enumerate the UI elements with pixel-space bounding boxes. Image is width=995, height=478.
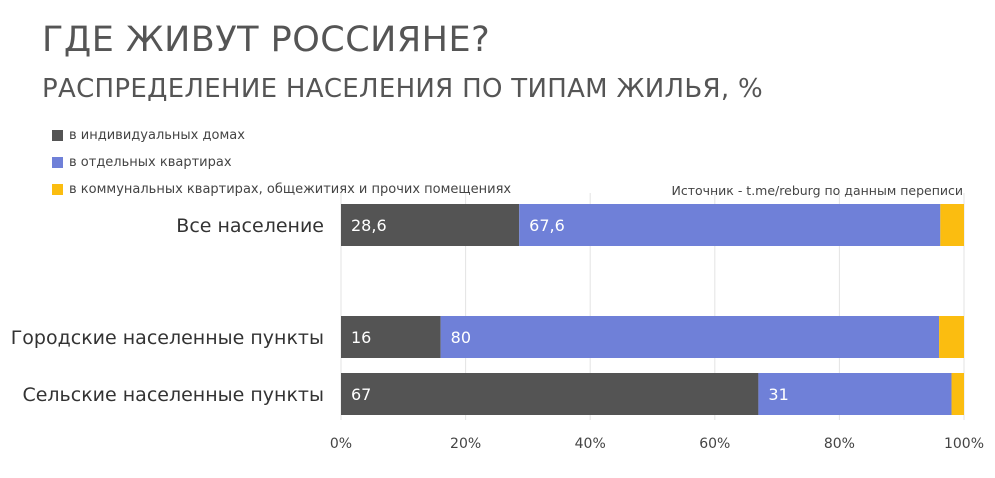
data-label: 28,6 — [351, 216, 387, 235]
legend-swatch-communal — [52, 184, 63, 195]
bar-segment — [758, 373, 952, 415]
legend: в индивидуальных домах в отдельных кварт… — [52, 122, 511, 203]
x-tick-label: 100% — [944, 436, 984, 452]
bar-segment — [519, 204, 941, 246]
data-label: 16 — [351, 328, 371, 347]
legend-label-communal: в коммунальных квартирах, общежитиях и п… — [69, 182, 512, 197]
x-tick-label: 0% — [330, 436, 352, 452]
legend-item-apartments: в отдельных квартирах — [52, 149, 511, 176]
category-label: Городские населенные пункты — [11, 327, 324, 349]
x-tick-label: 80% — [824, 436, 855, 452]
category-label: Все население — [176, 215, 324, 237]
data-label: 31 — [768, 385, 788, 404]
data-label: 67,6 — [529, 216, 565, 235]
chart-title: ГДЕ ЖИВУТ РОССИЯНЕ? — [42, 20, 491, 60]
chart-subtitle: РАСПРЕДЕЛЕНИЕ НАСЕЛЕНИЯ ПО ТИПАМ ЖИЛЬЯ, … — [42, 74, 764, 104]
bar-segment — [939, 316, 964, 358]
bar-segment — [341, 316, 441, 358]
legend-swatch-houses — [52, 130, 63, 141]
data-label: 67 — [351, 385, 371, 404]
bar-segment — [341, 204, 520, 246]
legend-label-apartments: в отдельных квартирах — [69, 155, 232, 170]
legend-item-communal: в коммунальных квартирах, общежитиях и п… — [52, 176, 511, 203]
bar-segment — [341, 373, 759, 415]
x-tick-label: 40% — [575, 436, 606, 452]
source-note: Источник - t.me/reburg по данным перепис… — [671, 183, 963, 198]
bar-segment — [940, 204, 964, 246]
legend-swatch-apartments — [52, 157, 63, 168]
x-tick-label: 20% — [450, 436, 481, 452]
category-label: Сельские населенные пункты — [22, 384, 324, 406]
bar-segment — [951, 373, 964, 415]
legend-label-houses: в индивидуальных домах — [69, 128, 245, 143]
bar-segment — [440, 316, 940, 358]
legend-item-houses: в индивидуальных домах — [52, 122, 511, 149]
x-tick-label: 60% — [699, 436, 730, 452]
data-label: 80 — [451, 328, 471, 347]
